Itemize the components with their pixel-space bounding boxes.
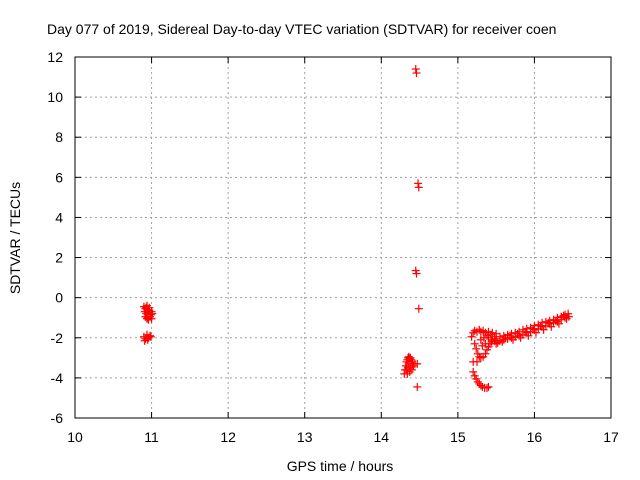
data-point [148, 309, 157, 318]
data-point [407, 355, 416, 364]
data-point [472, 344, 481, 353]
axis-ticks [74, 56, 612, 419]
x-axis-label: GPS time / hours [287, 458, 394, 474]
x-tick-labels: 10 11 12 13 14 15 16 17 [67, 429, 619, 445]
grid-lines [75, 57, 611, 418]
data-point [147, 307, 156, 316]
data-point [499, 335, 508, 344]
y-tick-label: 4 [55, 209, 63, 225]
y-tick-label: 0 [55, 290, 63, 306]
data-point [553, 317, 562, 326]
data-point [412, 69, 421, 78]
x-tick-label: 11 [144, 429, 159, 445]
data-point [561, 313, 570, 322]
data-point [508, 335, 517, 344]
data-point [524, 331, 533, 340]
x-tick-label: 15 [450, 429, 466, 445]
data-point [146, 331, 155, 340]
data-point [481, 339, 490, 348]
data-point [147, 314, 156, 323]
data-point [562, 314, 571, 323]
data-point [414, 183, 423, 192]
data-point [482, 383, 491, 392]
data-point [498, 337, 507, 346]
data-point [481, 349, 490, 358]
data-point [539, 325, 548, 334]
x-tick-label: 17 [603, 429, 619, 445]
data-point [146, 332, 155, 341]
y-tick-label: -4 [51, 370, 64, 386]
x-tick-label: 16 [527, 429, 543, 445]
data-point [411, 65, 420, 74]
x-tick-label: 13 [297, 429, 313, 445]
data-point [486, 330, 495, 339]
data-point [501, 333, 510, 342]
data-point [405, 367, 414, 376]
data-point [521, 327, 530, 336]
y-tick-label: 2 [55, 250, 63, 266]
y-tick-label: 6 [55, 169, 63, 185]
x-tick-label: 10 [67, 429, 83, 445]
x-tick-label: 14 [373, 429, 389, 445]
data-point [412, 269, 421, 278]
data-point [554, 319, 563, 328]
data-point [413, 382, 422, 391]
y-axis-label: SDTVAR / TECUs [7, 182, 23, 294]
data-point [414, 179, 423, 188]
data-point [470, 339, 479, 348]
data-point [469, 367, 478, 376]
data-point [505, 331, 514, 340]
data-point [406, 353, 415, 362]
data-point [413, 359, 422, 368]
data-point [469, 328, 478, 337]
data-point [488, 328, 497, 337]
data-point [544, 318, 553, 327]
data-point [143, 313, 152, 322]
data-point [493, 338, 502, 347]
data-point [492, 339, 501, 348]
data-point [557, 315, 566, 324]
data-points [139, 65, 573, 392]
data-point [513, 329, 522, 338]
data-point [484, 382, 493, 391]
data-point [469, 357, 478, 366]
data-point [482, 331, 491, 340]
data-point [515, 331, 524, 340]
plot-frame [74, 56, 612, 419]
data-point [531, 328, 540, 337]
data-point [547, 322, 556, 331]
data-point [414, 304, 423, 313]
y-tick-label: 8 [55, 129, 63, 145]
data-point [475, 325, 484, 334]
data-point [145, 303, 154, 312]
y-tick-label: 12 [47, 49, 63, 65]
data-point [536, 321, 545, 330]
data-point [528, 324, 537, 333]
data-point [406, 363, 415, 372]
y-tick-label: -6 [51, 410, 64, 426]
data-point [516, 333, 525, 342]
chart-title: Day 077 of 2019, Sidereal Day-to-day VTE… [47, 21, 556, 37]
data-point [490, 332, 499, 341]
y-tick-labels: -6 -4 -2 0 2 4 6 8 10 12 [47, 49, 63, 426]
x-tick-label: 12 [220, 429, 236, 445]
y-tick-label: 10 [47, 89, 63, 105]
y-tick-label: -2 [51, 330, 64, 346]
data-point [467, 332, 476, 341]
